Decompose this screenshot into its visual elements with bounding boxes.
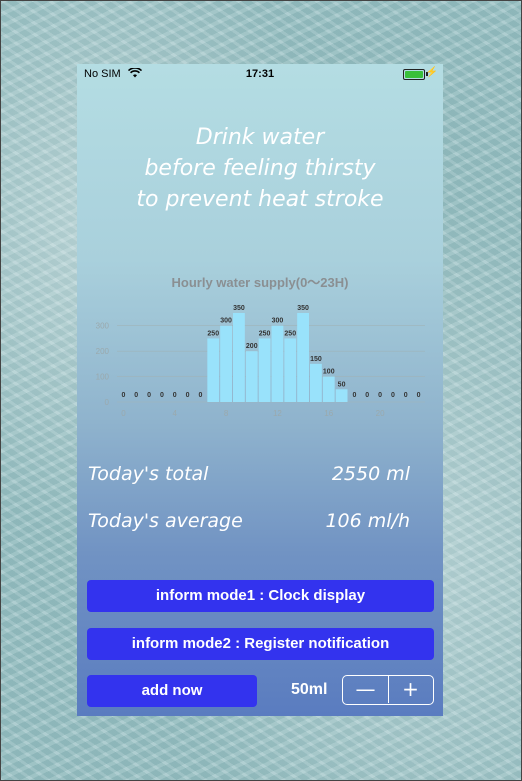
data-label: 0	[365, 392, 369, 399]
y-tick-label: 100	[96, 373, 110, 382]
phone-screen: No SIM 17:31 ⚡ Drink water before feelin…	[77, 64, 443, 716]
inform-mode1-button[interactable]: inform mode1 : Clock display	[87, 580, 434, 612]
x-tick-label: 12	[273, 409, 282, 418]
headline: Drink water before feeling thirsty to pr…	[77, 122, 443, 215]
average-value: 106 ml/h	[325, 510, 410, 532]
data-label: 300	[220, 318, 232, 325]
carrier-label: No SIM	[84, 68, 121, 80]
data-label: 0	[121, 392, 125, 399]
average-label: Today's average	[88, 510, 243, 532]
headline-line-2: before feeling thirsty	[144, 156, 376, 181]
y-tick-label: 0	[105, 398, 110, 407]
status-bar: No SIM 17:31 ⚡	[77, 64, 443, 84]
data-label: 0	[378, 392, 382, 399]
battery-icon	[403, 69, 425, 80]
bar	[233, 313, 245, 402]
data-label: 250	[284, 330, 296, 337]
charging-icon: ⚡	[425, 67, 438, 78]
data-label: 0	[404, 392, 408, 399]
bar	[245, 351, 258, 402]
data-label: 200	[246, 343, 258, 350]
bar	[297, 313, 309, 402]
battery-nub	[426, 72, 428, 76]
data-label: 250	[207, 330, 219, 337]
bar	[207, 338, 220, 402]
data-label: 100	[323, 369, 335, 376]
bar	[271, 325, 284, 402]
bar	[335, 389, 348, 402]
bar	[258, 338, 271, 402]
data-label: 50	[338, 381, 346, 388]
bar	[284, 338, 297, 402]
headline-line-3: to prevent heat stroke	[136, 187, 384, 212]
data-label: 0	[417, 392, 421, 399]
amount-stepper[interactable]: — +	[342, 675, 434, 705]
bar	[310, 363, 322, 402]
total-label: Today's total	[88, 463, 209, 485]
data-label: 0	[391, 392, 395, 399]
data-label: 0	[198, 392, 202, 399]
status-time: 17:31	[245, 68, 275, 80]
wifi-icon	[127, 67, 143, 81]
amount-label: 50ml	[291, 681, 328, 698]
data-label: 350	[297, 305, 309, 312]
bar	[322, 376, 335, 402]
data-label: 0	[160, 392, 164, 399]
data-label: 0	[352, 392, 356, 399]
x-tick-label: 0	[121, 409, 126, 418]
bar	[220, 325, 232, 402]
headline-line-1: Drink water	[195, 125, 325, 150]
data-label: 0	[147, 392, 151, 399]
x-tick-label: 8	[224, 409, 229, 418]
data-label: 250	[259, 330, 271, 337]
total-value: 2550 ml	[331, 463, 410, 485]
add-now-button[interactable]: add now	[87, 675, 257, 707]
x-tick-label: 16	[324, 409, 333, 418]
data-label: 0	[186, 392, 190, 399]
decrement-button[interactable]: —	[343, 676, 389, 703]
y-tick-label: 200	[96, 347, 110, 356]
data-label: 150	[310, 356, 322, 363]
inform-mode2-button[interactable]: inform mode2 : Register notification	[87, 628, 434, 660]
chart-title: Hourly water supply(0〜23H)	[171, 275, 349, 290]
y-tick-label: 300	[96, 322, 110, 331]
x-tick-label: 20	[376, 409, 385, 418]
data-label: 0	[134, 392, 138, 399]
data-label: 0	[173, 392, 177, 399]
data-label: 300	[272, 318, 284, 325]
data-label: 350	[233, 305, 245, 312]
increment-button[interactable]: +	[402, 677, 419, 701]
x-tick-label: 4	[173, 409, 178, 418]
